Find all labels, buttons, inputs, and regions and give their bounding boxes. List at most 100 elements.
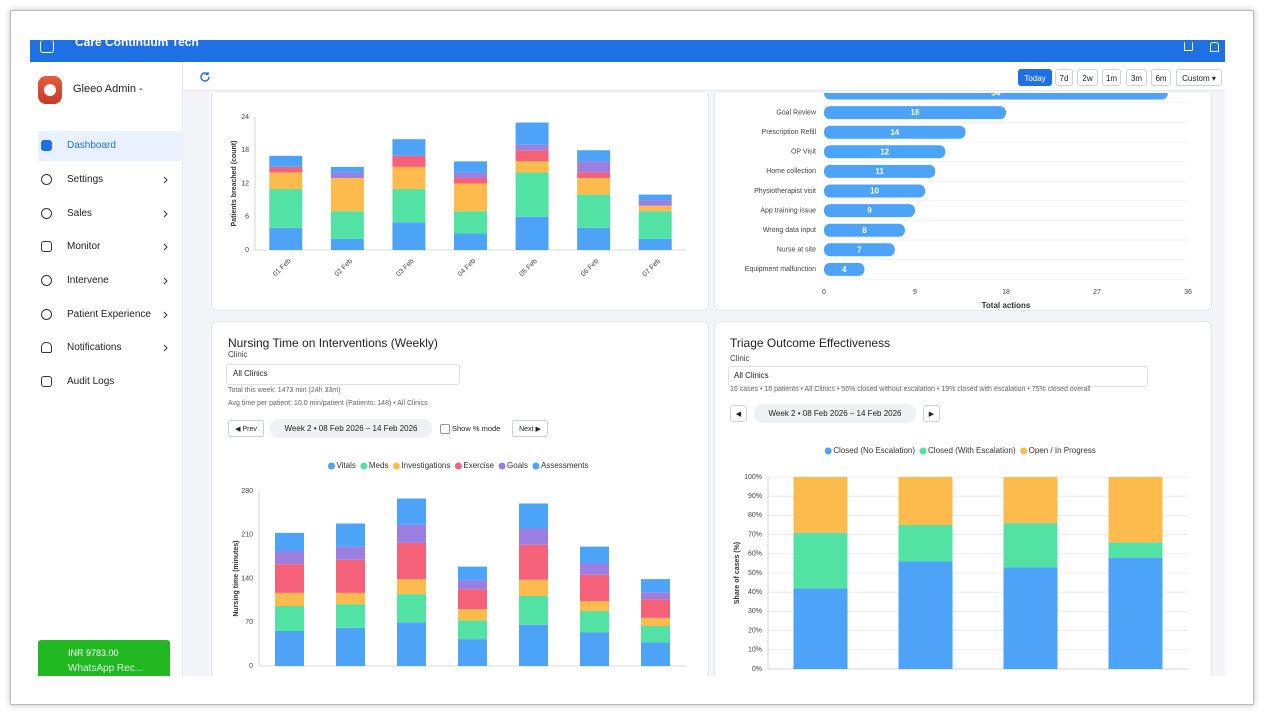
range-button[interactable]: 3m bbox=[1126, 69, 1147, 86]
bar-segment bbox=[519, 503, 548, 529]
clinic-select[interactable] bbox=[728, 366, 1148, 387]
checkbox[interactable] bbox=[440, 424, 450, 434]
menu-item[interactable]: Dashboard bbox=[38, 132, 182, 160]
sidebar bbox=[30, 62, 183, 676]
menu-item[interactable]: Intervene bbox=[38, 267, 182, 295]
bar-segment bbox=[898, 525, 953, 562]
y-tick-label: 210 bbox=[241, 532, 253, 539]
bar-segment bbox=[392, 166, 426, 190]
bar-segment bbox=[336, 627, 365, 666]
value-label: 12 bbox=[880, 147, 889, 156]
bar-segment bbox=[336, 604, 365, 628]
value-label: 9 bbox=[867, 206, 872, 215]
y-tick-label: 50% bbox=[748, 570, 762, 577]
prev-button[interactable]: ◀ Prev bbox=[228, 420, 264, 437]
bar-segment bbox=[397, 579, 426, 595]
bar-segment bbox=[458, 566, 487, 581]
chevron bbox=[163, 176, 168, 184]
bar-segment bbox=[269, 227, 303, 250]
range-button[interactable]: 2w bbox=[1077, 69, 1098, 86]
bar-segment bbox=[1003, 523, 1058, 568]
y-tick-label: 80% bbox=[748, 512, 762, 519]
filter-label: Clinic bbox=[730, 354, 750, 363]
bar-segment bbox=[397, 542, 426, 580]
bar-segment bbox=[641, 599, 670, 618]
panel-title: Triage Outcome Effectiveness bbox=[730, 336, 891, 350]
bar-segment bbox=[1003, 477, 1058, 524]
bar bbox=[824, 204, 915, 218]
legend-item: Closed (With Escalation) bbox=[919, 446, 1016, 455]
y-tick-label: 20% bbox=[748, 627, 762, 634]
bar-segment bbox=[580, 563, 609, 575]
chart-group: 0 70 140 210 280 Nursing time (minutes) Vitals… bbox=[233, 461, 686, 670]
select-value: All Clinics bbox=[233, 369, 268, 378]
menu-item[interactable]: Monitor bbox=[38, 233, 182, 261]
header-icon[interactable] bbox=[1184, 42, 1193, 51]
legend-swatch bbox=[532, 462, 540, 470]
bar bbox=[824, 262, 865, 276]
category-label: Home collection bbox=[766, 168, 816, 175]
menu-icon[interactable] bbox=[40, 40, 54, 53]
legend-item: Open / In Progress bbox=[1020, 446, 1096, 455]
range-button[interactable]: 1m bbox=[1102, 69, 1121, 86]
clinic-select[interactable] bbox=[226, 364, 460, 385]
bar-segment bbox=[454, 211, 487, 234]
bar bbox=[824, 223, 905, 237]
y-tick-label: 70% bbox=[748, 531, 762, 538]
menu-item[interactable]: Settings bbox=[38, 166, 182, 194]
next-button[interactable]: Next ▶ bbox=[512, 420, 548, 437]
range-button[interactable]: Custom ▾ bbox=[1176, 69, 1222, 86]
user-icon[interactable] bbox=[1210, 42, 1219, 52]
x-tick-label: 04 Feb bbox=[457, 258, 477, 278]
bar-segment bbox=[275, 564, 304, 593]
summary: Avg time per patient: 10.0 min/patient (… bbox=[228, 400, 428, 407]
wallet-card[interactable] bbox=[38, 640, 170, 676]
y-tick-label: 24 bbox=[241, 114, 249, 121]
bar-segment bbox=[577, 227, 611, 250]
bar-segment bbox=[515, 216, 549, 250]
y-tick-label: 90% bbox=[748, 493, 762, 500]
bar bbox=[824, 243, 895, 257]
y-axis-label: Nursing time (minutes) bbox=[233, 540, 240, 616]
bar-segment bbox=[275, 551, 304, 565]
y-tick-label: 6 bbox=[245, 214, 249, 221]
menu-item[interactable]: Audit Logs bbox=[38, 368, 182, 396]
y-tick-label: 100% bbox=[744, 474, 762, 481]
active-item bbox=[38, 131, 182, 161]
range-button[interactable]: 6m bbox=[1151, 69, 1171, 86]
bar-segment bbox=[336, 592, 365, 605]
x-tick-label: 0 bbox=[822, 289, 826, 296]
range-button[interactable]: Today bbox=[1018, 69, 1052, 86]
bar-segment bbox=[641, 626, 670, 643]
y-tick-label: 140 bbox=[241, 575, 253, 582]
bar-segment bbox=[515, 150, 549, 162]
bar-segment bbox=[580, 574, 609, 601]
bar bbox=[824, 93, 1168, 100]
category-label: Physiotherapist visit bbox=[754, 188, 816, 195]
legend-item: Vitals bbox=[327, 461, 356, 470]
bar-segment bbox=[580, 611, 609, 633]
menu-item[interactable]: Patient Experience bbox=[38, 301, 182, 329]
chevron bbox=[163, 277, 168, 285]
chevron bbox=[163, 344, 168, 352]
menu-item[interactable]: Sales bbox=[38, 200, 182, 228]
refresh-icon[interactable] bbox=[199, 71, 211, 83]
top-bar bbox=[30, 40, 1225, 62]
x-axis-label: Total actions bbox=[982, 301, 1031, 310]
filter-label: Clinic bbox=[228, 350, 248, 359]
bar-segment bbox=[519, 528, 548, 545]
range-button[interactable]: 7d bbox=[1055, 69, 1073, 86]
bar-segment bbox=[793, 532, 848, 589]
legend-swatch bbox=[454, 462, 462, 470]
bar-segment bbox=[580, 546, 609, 564]
bar-segment bbox=[336, 546, 365, 560]
bar bbox=[824, 125, 966, 139]
bar bbox=[824, 164, 936, 178]
next-button[interactable]: ▶ bbox=[923, 405, 940, 422]
category-label: App training issue bbox=[760, 207, 816, 214]
wallet-amount: INR 9783.00 bbox=[68, 648, 119, 658]
prev-button[interactable]: ◀ bbox=[730, 405, 747, 422]
menu-item[interactable]: Notifications bbox=[38, 334, 182, 362]
bar-segment bbox=[269, 155, 303, 167]
